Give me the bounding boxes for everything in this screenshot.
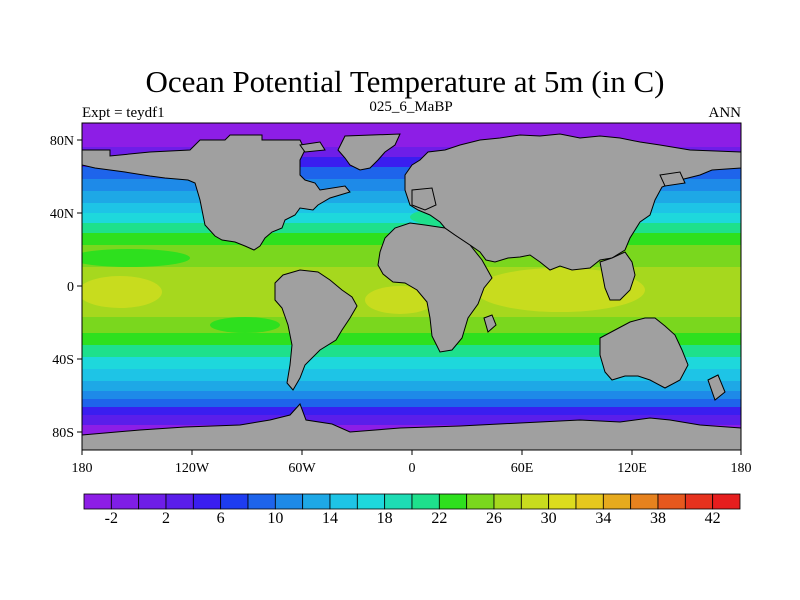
colorbar-box <box>466 493 495 510</box>
australia <box>599 317 689 389</box>
x-tick-label: 120E <box>617 461 647 476</box>
warm-pool-east-pacific <box>82 276 162 308</box>
east-asia-arm <box>599 251 636 301</box>
subtitle-center: 025_6_MaBP <box>369 99 452 115</box>
band-north-polar-2 <box>82 147 741 157</box>
x-tick-label: 60W <box>288 461 316 476</box>
colorbar-box <box>165 493 194 510</box>
greenland <box>337 133 401 171</box>
colorbar-box <box>411 493 440 510</box>
band-south-cold-1 <box>82 399 741 407</box>
colorbar-box <box>657 493 686 510</box>
colorbar-box <box>548 493 577 510</box>
colorbar-box <box>630 493 659 510</box>
y-tick-label: 40N <box>50 207 74 222</box>
colorbar-box <box>384 493 413 510</box>
band-south-mild-1 <box>82 357 741 369</box>
north-america <box>82 134 351 251</box>
warm-pool-indian-ocean <box>475 268 645 312</box>
colorbar-box <box>684 493 714 510</box>
land-masses <box>82 133 741 450</box>
colorbar-tick-label: 2 <box>162 510 170 527</box>
colorbar-tick-label: 30 <box>541 510 557 527</box>
colorbar-box <box>302 493 331 510</box>
band-south-warm <box>82 345 741 357</box>
band-south-polar-1 <box>82 415 741 425</box>
band-south-mild-2 <box>82 369 741 381</box>
colorbar-box <box>712 493 741 510</box>
colorbar-tick-label: 26 <box>486 510 502 527</box>
colorbar-box <box>438 493 468 510</box>
new-zealand <box>707 374 726 401</box>
x-axis <box>81 450 742 455</box>
europe-island <box>411 187 437 211</box>
eurasia <box>404 133 741 271</box>
colorbar-tick-label: 38 <box>650 510 666 527</box>
x-tick-label: 180 <box>731 461 752 476</box>
madagascar <box>483 314 497 333</box>
subtitle-right: ANN <box>709 105 742 121</box>
colorbar-labels: -2 2 6 10 14 18 22 26 30 34 38 42 <box>105 510 721 527</box>
colorbar-tick-label: 10 <box>267 510 283 527</box>
warm-pool-atlantic <box>365 286 435 314</box>
colorbar <box>83 493 741 510</box>
colorbar-tick-label: 14 <box>322 510 338 527</box>
cool-tongue-north-pacific <box>82 249 190 267</box>
antarctica <box>82 403 741 450</box>
y-tick-label: 0 <box>67 280 74 295</box>
colorbar-box <box>356 493 386 510</box>
arctic-island-2 <box>659 171 686 187</box>
map-title: Ocean Potential Temperature at 5m (in C) <box>146 64 665 99</box>
colorbar-box <box>192 493 222 510</box>
y-tick-label: 80S <box>52 426 74 441</box>
band-north-cold <box>82 157 741 167</box>
colorbar-box <box>247 493 276 510</box>
colorbar-box <box>520 493 550 510</box>
colorbar-box <box>602 493 632 510</box>
band-south-subtropic <box>82 333 741 345</box>
colorbar-tick-label: 34 <box>595 510 611 527</box>
colorbar-box <box>575 493 604 510</box>
colorbar-box <box>110 493 140 510</box>
y-tick-label: 40S <box>52 353 74 368</box>
colorbar-box <box>274 493 304 510</box>
colorbar-tick-label: 18 <box>377 510 393 527</box>
y-tick-label: 80N <box>50 134 74 149</box>
band-south-cool-1 <box>82 381 741 391</box>
band-south-cold-2 <box>82 407 741 415</box>
subtitle-left: Expt = teydf1 <box>82 105 165 121</box>
cool-tongue-south-pacific <box>210 317 280 333</box>
colorbar-tick-label: -2 <box>105 510 118 527</box>
band-north-mild-2 <box>82 203 741 213</box>
y-axis <box>77 139 82 433</box>
x-tick-labels: 180 120W 60W 0 60E 120E 180 <box>72 461 752 476</box>
x-tick-label: 120W <box>175 461 210 476</box>
colorbar-box <box>83 493 112 510</box>
band-south-cool-2 <box>82 391 741 399</box>
colorbar-tick-label: 22 <box>431 510 447 527</box>
africa <box>377 222 493 353</box>
colorbar-tick-label: 42 <box>705 510 721 527</box>
y-tick-labels: 80N 40N 0 40S 80S <box>50 134 74 441</box>
colorbar-box <box>138 493 167 510</box>
x-tick-label: 0 <box>409 461 416 476</box>
colorbar-box <box>220 493 249 510</box>
south-america <box>274 269 358 391</box>
x-tick-label: 60E <box>511 461 534 476</box>
colorbar-tick-label: 6 <box>217 510 225 527</box>
arctic-island-1 <box>299 141 326 153</box>
colorbar-box <box>493 493 522 510</box>
colorbar-box <box>329 493 358 510</box>
x-tick-label: 180 <box>72 461 93 476</box>
